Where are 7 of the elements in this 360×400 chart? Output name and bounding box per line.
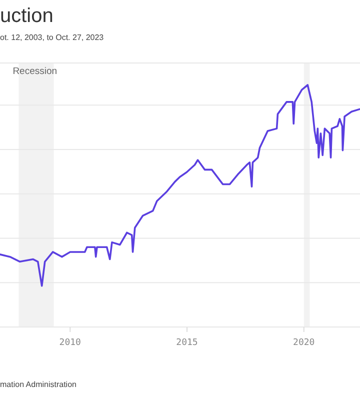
x-tick-label: 2015 bbox=[176, 338, 198, 348]
chart-subtitle: ot. 12, 2003, to Oct. 27, 2023 bbox=[0, 33, 104, 42]
x-tick-label: 2010 bbox=[59, 338, 81, 348]
x-tick-label: 2020 bbox=[293, 338, 315, 348]
text: mation Administration bbox=[0, 380, 76, 389]
band-label: Recession bbox=[12, 66, 58, 77]
chart-title: uction bbox=[0, 5, 54, 27]
